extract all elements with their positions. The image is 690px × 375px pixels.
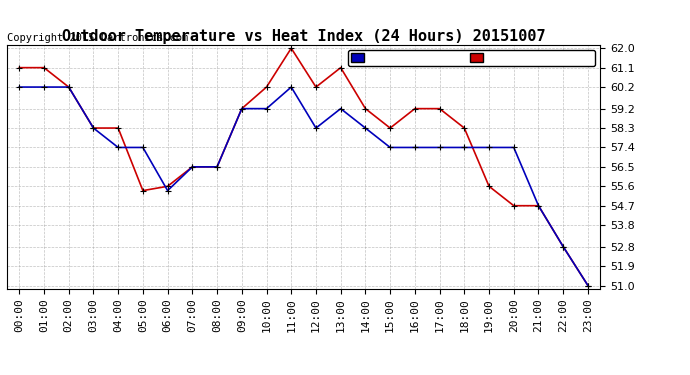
Title: Outdoor Temperature vs Heat Index (24 Hours) 20151007: Outdoor Temperature vs Heat Index (24 Ho… <box>62 29 545 44</box>
Text: Copyright 2015 Cartronics.com: Copyright 2015 Cartronics.com <box>7 33 188 43</box>
Legend: Heat Index  (°F), Temperature  (°F): Heat Index (°F), Temperature (°F) <box>348 50 595 66</box>
